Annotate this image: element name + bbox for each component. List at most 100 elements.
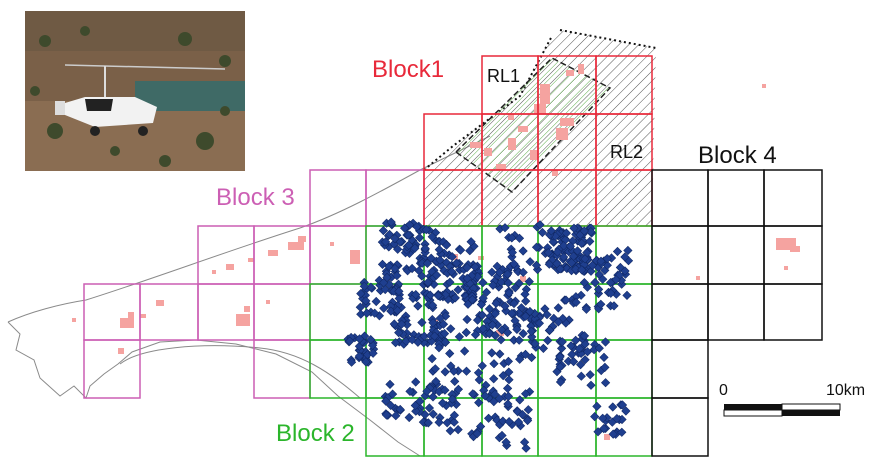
detection-marker [397,319,407,329]
detection-marker [518,267,528,277]
detection-marker [524,277,534,287]
detection-marker [500,223,510,233]
detection-marker [509,298,519,309]
block-4-grid [651,169,823,457]
detection-marker [474,375,484,385]
detection-marker [388,389,398,399]
detection-marker [490,330,500,341]
detection-marker [385,379,395,389]
detection-marker [598,413,608,423]
detection-marker [484,304,495,314]
detection-marker [495,349,505,359]
detection-marker [423,277,433,288]
detection-marker [507,308,517,318]
detection-marker [440,337,450,347]
detection-marker [402,320,412,330]
detection-marker [447,267,457,277]
detection-marker [449,366,459,376]
detection-marker [478,324,488,334]
detection-marker [394,328,404,338]
detection-marker [381,237,391,247]
aircraft-photo [25,11,245,171]
detection-marker [453,425,463,435]
detection-marker [487,348,497,358]
detection-marker [404,240,414,250]
detection-marker [474,398,484,408]
detection-marker [362,308,372,318]
detection-marker [545,325,555,335]
detection-marker [347,357,357,367]
detection-marker [594,343,604,353]
detection-marker [568,251,579,261]
scale-end-label: 10km [826,382,866,399]
detection-marker [394,293,404,304]
detection-marker [403,230,413,240]
detection-marker [423,418,433,428]
detection-marker [449,410,459,420]
block4-label: Block 4 [698,142,777,169]
detection-marker [576,371,586,381]
detection-marker [419,331,429,341]
detection-marker [561,295,571,305]
detection-marker [466,237,476,247]
detection-marker [538,343,548,353]
detection-marker [503,391,514,401]
detection-marker [440,367,450,377]
detection-marker [617,400,628,410]
detection-marker [507,233,517,243]
detection-marker [585,370,595,380]
detection-marker [534,318,544,328]
detection-marker [621,406,631,416]
detection-marker [582,347,593,357]
detection-marker [422,258,432,268]
detection-marker [468,389,478,399]
detection-marker [500,301,510,311]
detection-marker [509,335,519,345]
detection-marker [447,394,457,404]
detection-marker [438,398,448,408]
aircraft-photo-icon [25,11,245,171]
detection-marker [559,252,569,262]
detection-marker [391,338,401,348]
detection-marker [410,243,420,253]
detection-marker [598,274,608,284]
detection-marker [555,377,566,387]
detection-marker [587,260,597,270]
detection-marker [379,278,389,288]
detection-marker [515,354,525,364]
detection-marker [438,319,449,329]
detection-marker [577,265,587,275]
detection-marker [394,286,404,296]
detection-marker [581,304,591,314]
detection-marker [377,259,388,269]
detection-marker [535,220,545,230]
detection-marker [427,232,437,242]
detection-marker [460,346,470,356]
detection-marker [503,356,513,366]
detection-marker [571,297,581,307]
detection-marker [462,263,472,273]
detection-marker [527,332,537,342]
detection-marker [567,349,577,360]
detection-marker [501,437,511,447]
detection-marker [454,332,464,342]
detection-marker [509,259,519,269]
detection-marker [395,404,405,415]
detection-marker [555,352,565,362]
detection-marker [389,319,399,329]
detection-marker [477,361,487,371]
detection-marker [446,324,456,334]
detection-marker [580,254,590,264]
detection-marker [492,261,502,271]
detection-marker [417,258,427,268]
detection-marker [503,399,513,409]
detection-marker [498,371,508,381]
detection-marker [620,266,630,276]
detection-marker [386,217,396,227]
detection-marker [421,225,431,235]
detection-marker [345,336,355,346]
detection-marker [404,412,414,423]
detection-marker [405,386,415,396]
detection-marker [596,299,606,309]
